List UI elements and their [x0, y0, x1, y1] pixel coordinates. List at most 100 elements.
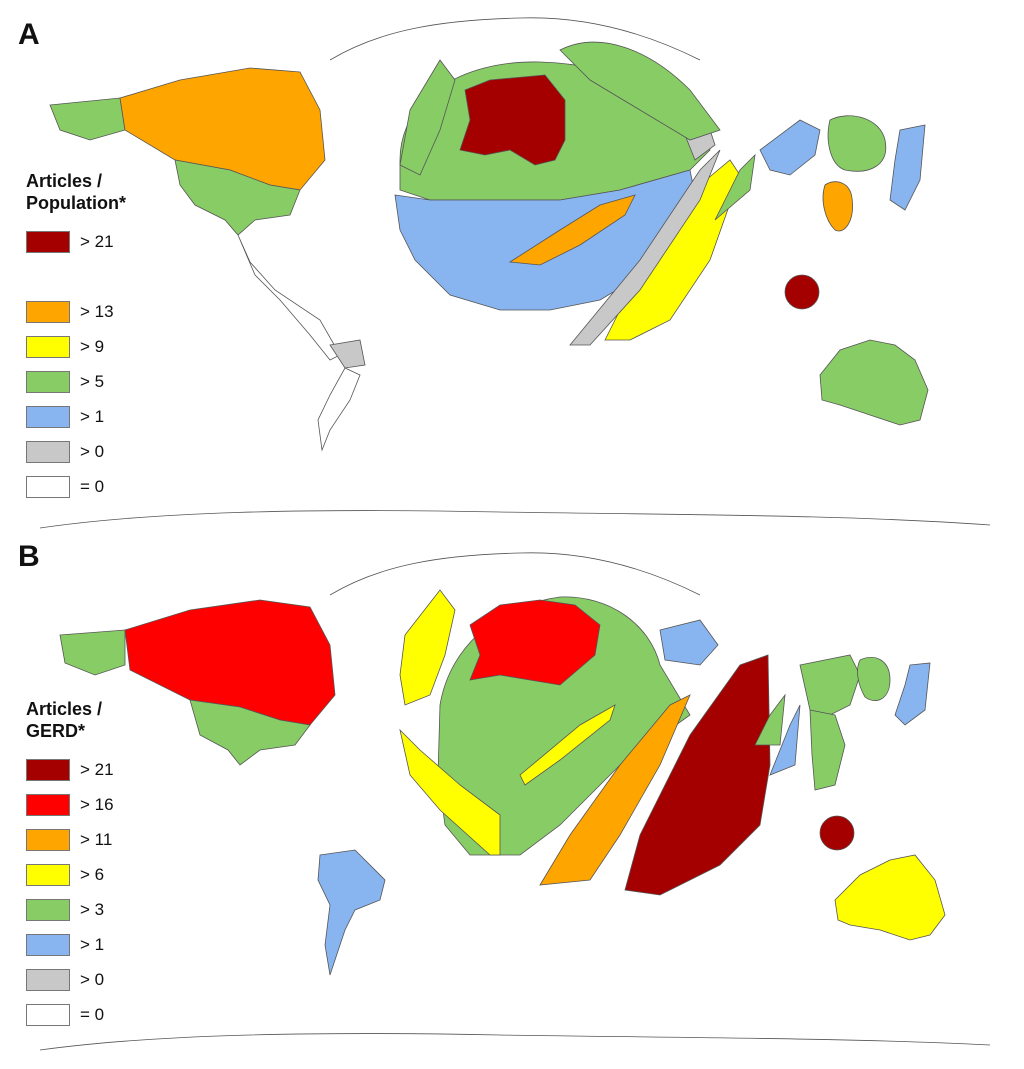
region-colombia-area: [329, 339, 366, 369]
legend-a-gap: [26, 259, 126, 294]
region-australia: [834, 854, 946, 941]
region-canada: [124, 599, 336, 726]
region-west-yellow: [399, 728, 501, 856]
legend-b-label: > 0: [80, 969, 105, 989]
region-blue-top: [659, 619, 719, 666]
antarctica-outline: [39, 510, 991, 529]
legend-a-item: > 5: [26, 364, 126, 399]
legend-a-label: > 13: [80, 301, 114, 321]
region-australia: [819, 339, 929, 426]
legend-b-item: > 6: [26, 857, 114, 892]
legend-b-item: > 21: [26, 752, 114, 787]
region-china: [857, 656, 891, 701]
region-orange-wedge: [539, 694, 691, 886]
legend-b-swatch: [26, 933, 70, 956]
legend-a-swatch: [26, 440, 70, 463]
legend-b-label: > 16: [80, 794, 114, 814]
panel-b-label: B: [18, 540, 40, 573]
legend-b-label: > 21: [80, 759, 114, 779]
legend-a-label: > 5: [80, 371, 105, 391]
region-green-right: [754, 693, 786, 746]
region-orange-strip: [508, 194, 636, 266]
legend-a-swatch: [26, 475, 70, 498]
legend-a-item: > 9: [26, 329, 126, 364]
legend-b-swatch: [26, 758, 70, 781]
region-blue-right: [769, 704, 801, 776]
region-china-green: [827, 115, 887, 172]
arctic-outline: [329, 552, 701, 596]
cartogram-map-b: [39, 552, 991, 1051]
legend-a-label: > 9: [80, 336, 105, 356]
region-alaska: [59, 629, 126, 676]
region-netherlands: [469, 599, 601, 686]
arctic-outline: [329, 17, 701, 61]
legend-a-swatch: [26, 335, 70, 358]
legend-b-label: > 3: [80, 899, 105, 919]
legend-a-swatch: [26, 230, 70, 253]
legend-a-swatch: [26, 370, 70, 393]
legend-b-title-line2: GERD*: [26, 721, 86, 741]
legend-b-title: Articles / GERD*: [26, 698, 114, 742]
region-scandinavia: [559, 41, 721, 141]
region-singapore: [784, 274, 820, 310]
legend-a-item: > 21: [26, 224, 126, 259]
panel-b: B Articles / GERD* > 21 > 16 > 11 > 6 > …: [0, 535, 1024, 1069]
region-east-green: [799, 654, 861, 716]
legend-b-label: > 6: [80, 864, 105, 884]
legend-b-swatch: [26, 898, 70, 921]
region-green-strip: [714, 153, 756, 221]
panel-a-label: A: [18, 18, 40, 51]
legend-a-title-line2: Population*: [26, 193, 126, 213]
legend-b-label: > 11: [80, 829, 113, 849]
legend-a: Articles / Population* > 21 > 13 > 9 > 5…: [26, 170, 126, 504]
region-india-green: [809, 709, 846, 791]
region-east-asia-blue: [759, 119, 821, 176]
region-singapore: [819, 815, 855, 851]
legend-b-swatch: [26, 793, 70, 816]
region-grey-wedge: [569, 149, 721, 346]
panel-a: A Articles / Population* > 21 > 13 > 9 >…: [0, 0, 1024, 530]
region-canada: [119, 67, 326, 191]
region-central-america: [237, 234, 341, 361]
region-yellow-strip: [519, 704, 616, 786]
legend-a-item: > 13: [26, 294, 126, 329]
region-japan: [894, 662, 931, 726]
legend-a-label: = 0: [80, 476, 105, 496]
region-darkred-wedge: [624, 654, 771, 896]
legend-b-item: > 0: [26, 962, 114, 997]
legend-b-title-line1: Articles /: [26, 699, 103, 719]
legend-b-item: > 1: [26, 927, 114, 962]
legend-b-label: = 0: [80, 1004, 105, 1024]
region-usa: [189, 699, 311, 766]
legend-a-label: > 21: [80, 231, 114, 251]
region-netherlands: [459, 74, 566, 166]
region-uk: [399, 59, 456, 176]
legend-a-item: > 0: [26, 434, 126, 469]
legend-b-item: > 16: [26, 787, 114, 822]
legend-a-label: > 0: [80, 441, 105, 461]
legend-b-item: > 3: [26, 892, 114, 927]
legend-a-swatch: [26, 300, 70, 323]
antarctica-outline: [39, 1033, 991, 1051]
legend-a-swatch: [26, 405, 70, 428]
legend-a-item: = 0: [26, 469, 126, 504]
legend-a-title-line1: Articles /: [26, 171, 103, 191]
region-alaska: [49, 97, 126, 141]
legend-a-label: > 1: [80, 406, 105, 426]
region-south-america: [317, 849, 386, 976]
legend-a-title: Articles / Population*: [26, 170, 126, 214]
region-usa: [174, 159, 301, 236]
cartogram-map-a: [39, 17, 991, 529]
legend-a-item: > 1: [26, 399, 126, 434]
region-south-america: [317, 367, 361, 452]
legend-b-swatch: [26, 828, 70, 851]
legend-b: Articles / GERD* > 21 > 16 > 11 > 6 > 3 …: [26, 698, 114, 1032]
legend-b-swatch: [26, 968, 70, 991]
legend-b-item: = 0: [26, 997, 114, 1032]
region-korea-japan: [889, 124, 926, 211]
legend-b-item: > 11: [26, 822, 114, 857]
region-uk: [399, 589, 456, 706]
region-taiwan: [822, 181, 853, 232]
legend-b-swatch: [26, 863, 70, 886]
legend-b-label: > 1: [80, 934, 105, 954]
